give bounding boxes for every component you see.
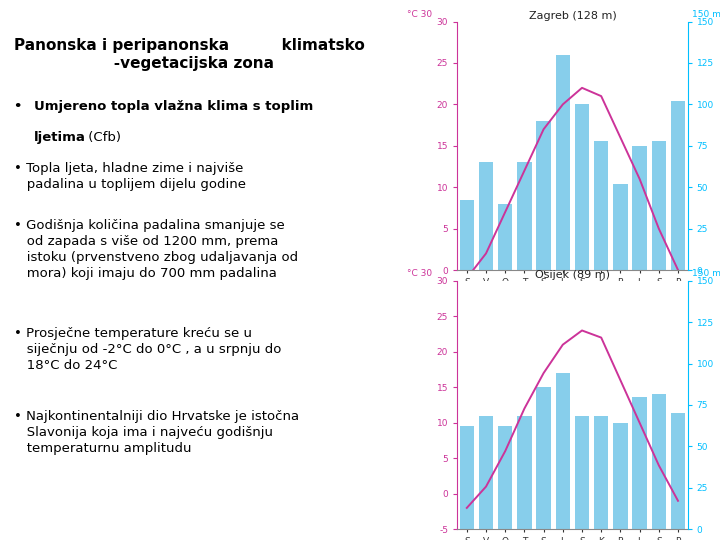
Bar (517, 163, 531, 270)
Text: •: • (14, 100, 27, 113)
Bar (652, 430, 666, 529)
Text: Panonska i peripanonska          klimatsko
                   -vegetacijska zona: Panonska i peripanonska klimatsko -veget… (14, 38, 364, 71)
Bar (594, 141, 608, 270)
Bar (556, 55, 570, 270)
Bar (671, 448, 685, 529)
Bar (536, 121, 551, 270)
Bar (498, 461, 513, 529)
Text: • Godišnja količina padalina smanjuje se
   od zapada s više od 1200 mm, prema
 : • Godišnja količina padalina smanjuje se… (14, 219, 298, 280)
Bar (632, 433, 647, 529)
Bar (613, 423, 628, 494)
Bar (613, 184, 628, 270)
Text: ljetima: ljetima (34, 131, 86, 144)
Bar (517, 163, 531, 270)
Bar (671, 413, 685, 494)
Bar (498, 204, 513, 270)
Title: Zagreb (128 m): Zagreb (128 m) (528, 11, 616, 21)
Title: Osijek (89 m): Osijek (89 m) (535, 270, 610, 280)
Text: (Cfb): (Cfb) (84, 131, 121, 144)
Bar (613, 458, 628, 529)
Bar (652, 394, 666, 494)
Bar (671, 101, 685, 270)
Text: 150 mm: 150 mm (692, 10, 720, 19)
Bar (459, 461, 474, 529)
Bar (556, 55, 570, 270)
Bar (459, 200, 474, 270)
Text: • Najkontinentalniji dio Hrvatske je istočna
   Slavonija koja ima i najveću god: • Najkontinentalniji dio Hrvatske je ist… (14, 410, 299, 455)
Bar (594, 141, 608, 270)
Bar (498, 204, 513, 270)
Bar (479, 416, 493, 494)
Bar (459, 426, 474, 494)
Bar (556, 409, 570, 529)
Bar (575, 451, 589, 529)
Bar (536, 423, 551, 529)
Bar (632, 146, 647, 270)
Bar (556, 373, 570, 494)
Bar (575, 104, 589, 270)
Bar (536, 387, 551, 494)
Bar (498, 426, 513, 494)
Text: • Topla ljeta, hladne zime i najviše
   padalina u toplijem dijelu godine: • Topla ljeta, hladne zime i najviše pad… (14, 162, 246, 191)
Text: • Prosječne temperature kreću se u
   siječnju od -2°C do 0°C , a u srpnju do
  : • Prosječne temperature kreću se u siječ… (14, 327, 281, 372)
Bar (575, 416, 589, 494)
Bar (594, 451, 608, 529)
Text: °C 30: °C 30 (407, 269, 431, 278)
Bar (632, 146, 647, 270)
Bar (517, 416, 531, 494)
Bar (536, 121, 551, 270)
Bar (459, 200, 474, 270)
Bar (479, 163, 493, 270)
Text: Umjereno topla vlažna klima s toplim: Umjereno topla vlažna klima s toplim (34, 100, 313, 113)
Text: 150 mm: 150 mm (692, 269, 720, 278)
Bar (613, 184, 628, 270)
Bar (671, 101, 685, 270)
Bar (632, 397, 647, 494)
Bar (652, 141, 666, 270)
Bar (594, 416, 608, 494)
Bar (575, 104, 589, 270)
Bar (479, 451, 493, 529)
Bar (517, 451, 531, 529)
Bar (479, 163, 493, 270)
Text: °C 30: °C 30 (407, 10, 431, 19)
Bar (652, 141, 666, 270)
